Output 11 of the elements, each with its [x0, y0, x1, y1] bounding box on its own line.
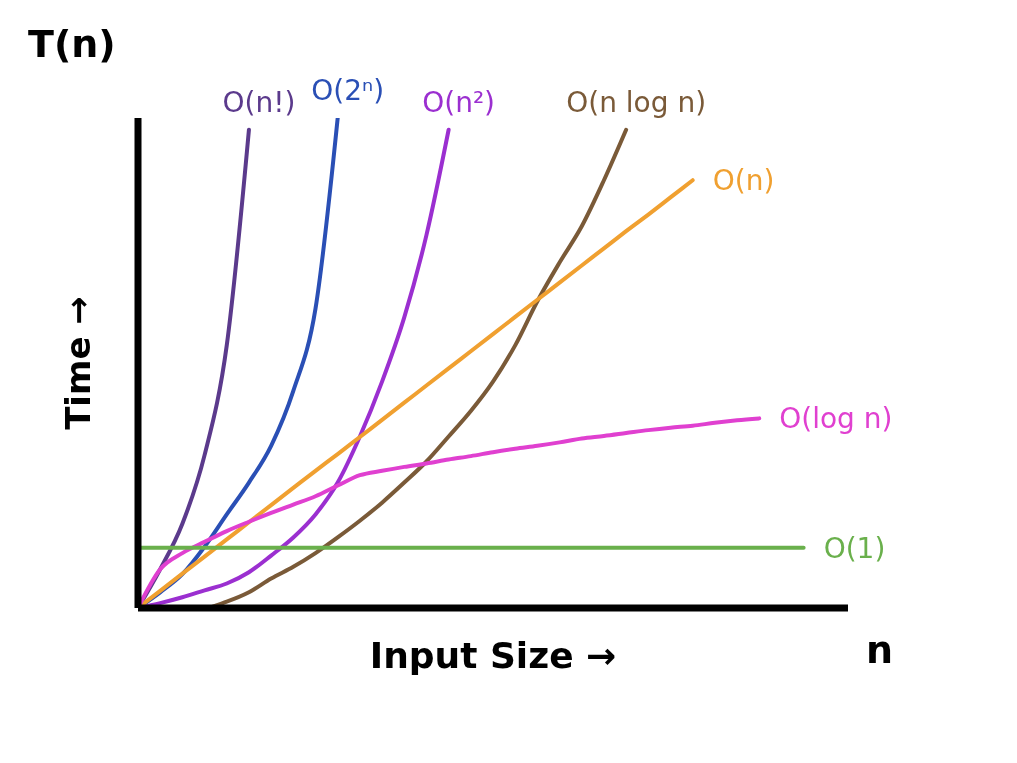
text: T(n)	[28, 22, 116, 66]
series-label: O(n!)	[222, 85, 296, 119]
y-axis-title: Time →	[58, 296, 99, 430]
series-label: O(n log n)	[566, 85, 707, 119]
series-label: O(2ⁿ)	[311, 74, 385, 107]
series-label: O(n)	[712, 164, 775, 198]
series-label: O(log n)	[779, 402, 893, 436]
text: n	[866, 628, 894, 672]
series-label: O(1)	[823, 531, 886, 565]
series-label: O(n²)	[422, 85, 496, 119]
x-axis-title: Input Size →	[369, 635, 617, 676]
